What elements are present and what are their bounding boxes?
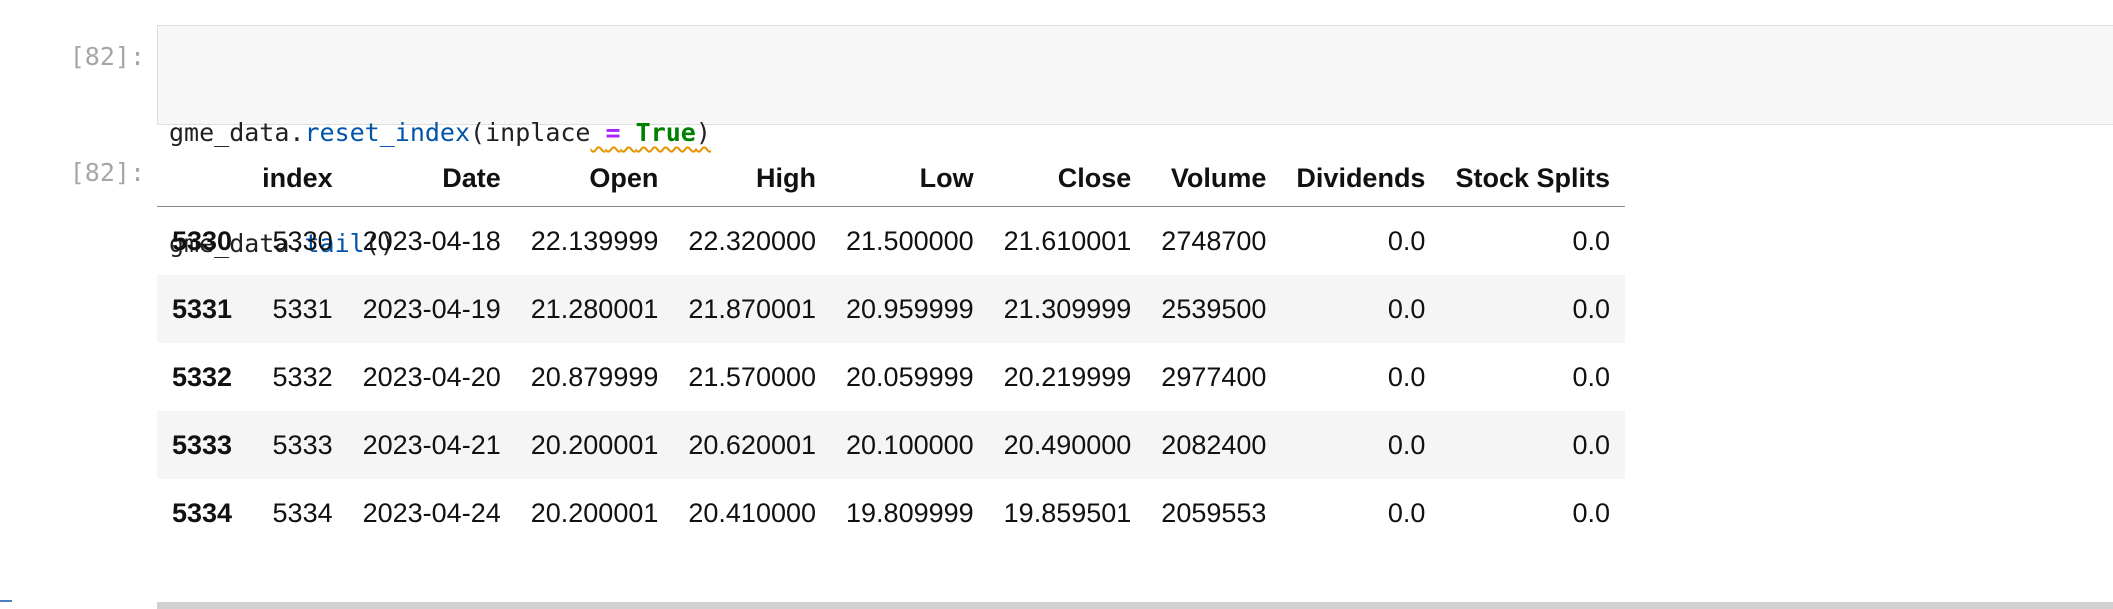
- table-cell: 21.309999: [1003, 293, 1132, 324]
- table-cell: 2023-04-24: [362, 497, 501, 528]
- code-space: [621, 118, 636, 147]
- input-prompt: [82]:: [69, 42, 145, 71]
- table-cell: 2748700: [1161, 225, 1267, 256]
- table-cell: 2059553: [1161, 497, 1267, 528]
- output-prompt: [82]:: [69, 158, 145, 187]
- code-line-2: gme_data.tail(): [169, 225, 2105, 262]
- header-row: index Date Open High Low Close Volume Dividends…: [157, 150, 1625, 207]
- table-cell: 20.410000: [688, 497, 817, 528]
- table-cell: 0.0: [1572, 497, 1610, 528]
- table-cell: 2023-04-20: [362, 361, 501, 392]
- table-cell: 19.859501: [1003, 497, 1132, 528]
- code-operator: =: [605, 118, 621, 147]
- column-header: High: [673, 150, 832, 207]
- table-cell: 5333: [272, 429, 333, 460]
- table-cell: 2977400: [1161, 361, 1267, 392]
- table-cell: 5331: [272, 293, 333, 324]
- table-row: 5333 5333 2023-04-21 20.200001 20.620001 20.1…: [157, 411, 1625, 479]
- code-method: tail: [304, 229, 365, 258]
- code-object: gme_data.: [169, 229, 305, 258]
- column-header: Volume: [1146, 150, 1282, 207]
- table-cell: 0.0: [1387, 293, 1426, 324]
- code-space: [590, 118, 605, 147]
- table-cell: 2539500: [1161, 293, 1267, 324]
- table-cell: 2023-04-21: [362, 429, 501, 460]
- code-paren-open: (: [470, 118, 486, 147]
- table-cell: 20.200001: [530, 497, 659, 528]
- code-parens: (): [364, 229, 395, 258]
- code-object: gme_data.: [169, 118, 305, 147]
- lint-warning-span[interactable]: = True): [590, 118, 711, 147]
- table-row: 5332 5332 2023-04-20 20.879999 21.570000 20.0…: [157, 343, 1625, 411]
- table-cell: 20.959999: [846, 293, 974, 324]
- table-cell: 5332: [272, 361, 333, 392]
- cell-edge-marker: [0, 600, 12, 609]
- index-column-header: [157, 150, 248, 207]
- table-cell: 21.610001: [1003, 225, 1132, 256]
- table-cell: 20.879999: [530, 361, 659, 392]
- column-header: index: [247, 150, 348, 207]
- column-header: Dividends: [1281, 150, 1441, 207]
- output-area: index Date Open High Low Close Volume Dividends…: [157, 150, 1625, 547]
- table-cell: 22.139999: [530, 225, 659, 256]
- table-cell: 0.0: [1387, 361, 1426, 392]
- column-header: Open: [515, 150, 674, 207]
- row-label: 5332: [172, 361, 233, 392]
- table-cell: 20.620001: [688, 429, 817, 460]
- table-cell: 5330: [272, 225, 333, 256]
- table-cell: 0.0: [1572, 429, 1610, 460]
- code-keyword: True: [635, 118, 696, 147]
- table-cell: 21.280001: [530, 293, 659, 324]
- table-cell: 20.490000: [1003, 429, 1132, 460]
- table-cell: 21.500000: [846, 225, 974, 256]
- column-header: Low: [831, 150, 989, 207]
- row-label: 5334: [172, 497, 233, 528]
- column-header: Stock Splits: [1440, 150, 1625, 207]
- column-header: Date: [347, 150, 516, 207]
- row-label: 5333: [172, 429, 233, 460]
- table-row: 5334 5334 2023-04-24 20.200001 20.410000 19.8…: [157, 479, 1625, 547]
- table-header: index Date Open High Low Close Volume Dividends…: [157, 150, 1625, 207]
- table-cell: 0.0: [1387, 429, 1426, 460]
- dataframe-table: index Date Open High Low Close Volume Dividends…: [157, 150, 1625, 547]
- table-cell: 2023-04-18: [362, 225, 501, 256]
- table-cell: 2023-04-19: [362, 293, 501, 324]
- code-method: reset_index: [304, 118, 471, 147]
- code-param: inplace: [485, 118, 591, 147]
- table-row: 5331 5331 2023-04-19 21.280001 21.870001 20.9…: [157, 275, 1625, 343]
- row-label: 5331: [172, 293, 233, 324]
- row-label: 5330: [172, 225, 233, 256]
- table-cell: 2082400: [1161, 429, 1267, 460]
- table-cell: 0.0: [1387, 225, 1426, 256]
- table-cell: 0.0: [1572, 225, 1610, 256]
- table-row: 5330 5330 2023-04-18 22.139999 22.320000 21.5…: [157, 207, 1625, 276]
- table-cell: 20.200001: [530, 429, 659, 460]
- table-cell: 20.059999: [846, 361, 974, 392]
- table-cell: 22.320000: [688, 225, 817, 256]
- code-paren-close: ): [695, 118, 711, 147]
- code-line-1: gme_data.reset_index(inplace = True): [169, 114, 2105, 151]
- horizontal-scrollbar[interactable]: [157, 602, 2113, 609]
- table-cell: 0.0: [1387, 497, 1426, 528]
- table-cell: 20.219999: [1003, 361, 1132, 392]
- table-cell: 0.0: [1572, 293, 1610, 324]
- code-editor[interactable]: gme_data.reset_index(inplace = True) gme…: [157, 25, 2113, 258]
- table-cell: 21.570000: [688, 361, 817, 392]
- table-cell: 19.809999: [846, 497, 974, 528]
- table-cell: 5334: [272, 497, 333, 528]
- column-header: Close: [988, 150, 1147, 207]
- table-body: 5330 5330 2023-04-18 22.139999 22.320000 21.5…: [157, 207, 1625, 548]
- table-cell: 20.100000: [846, 429, 974, 460]
- table-cell: 21.870001: [688, 293, 817, 324]
- table-cell: 0.0: [1572, 361, 1610, 392]
